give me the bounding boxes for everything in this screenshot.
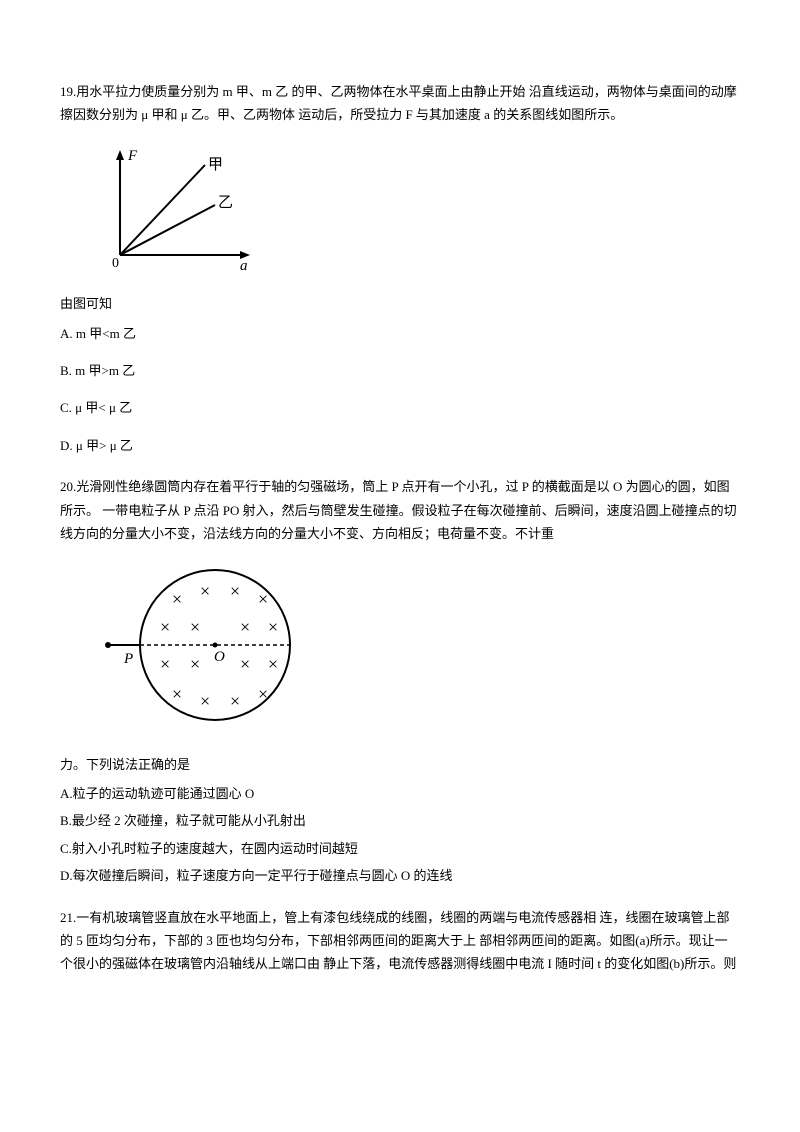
- q20-diagram: × × × × × × × × × × × × × × × × P O: [90, 555, 740, 742]
- q20-option-a: A.粒子的运动轨迹可能通过圆心 O: [60, 782, 740, 805]
- x-symbol: ×: [230, 691, 240, 711]
- x-symbol: ×: [172, 589, 182, 609]
- q20-text: 20.光滑刚性绝缘圆筒内存在着平行于轴的匀强磁场，筒上 P 点开有一个小孔，过 …: [60, 475, 740, 545]
- line1-label: 甲: [208, 157, 223, 173]
- q19-graph: F a 0 甲 乙: [90, 145, 740, 282]
- x-symbol: ×: [240, 617, 250, 637]
- label-p: P: [123, 651, 133, 667]
- line2-label: 乙: [218, 195, 233, 211]
- x-symbol: ×: [240, 654, 250, 674]
- q20-option-d: D.每次碰撞后瞬间，粒子速度方向一定平行于碰撞点与圆心 O 的连线: [60, 864, 740, 887]
- x-symbol: ×: [190, 654, 200, 674]
- x-symbol: ×: [160, 654, 170, 674]
- q19-text: 19.用水平拉力使质量分别为 m 甲、m 乙 的甲、乙两物体在水平桌面上由静止开…: [60, 80, 740, 127]
- x-symbol: ×: [258, 589, 268, 609]
- q20-aftertext: 力。下列说法正确的是: [60, 753, 740, 776]
- x-symbol: ×: [258, 684, 268, 704]
- axis-a-label: a: [240, 258, 248, 274]
- q20-option-c: C.射入小孔时粒子的速度越大，在圆内运动时间越短: [60, 837, 740, 860]
- q19-option-a: A. m 甲<m 乙: [60, 322, 740, 345]
- x-symbol: ×: [172, 684, 182, 704]
- x-symbol: ×: [230, 581, 240, 601]
- label-o: O: [214, 649, 225, 665]
- q21-text: 21.一有机玻璃管竖直放在水平地面上，管上有漆包线绕成的线圈，线圈的两端与电流传…: [60, 906, 740, 976]
- x-symbol: ×: [268, 654, 278, 674]
- x-symbol: ×: [200, 581, 210, 601]
- origin-label: 0: [112, 256, 119, 271]
- axis-f-label: F: [127, 148, 138, 164]
- q19-option-c: C. μ 甲< μ 乙: [60, 396, 740, 419]
- q20-option-b: B.最少经 2 次碰撞，粒子就可能从小孔射出: [60, 809, 740, 832]
- q19-option-d: D. μ 甲> μ 乙: [60, 434, 740, 457]
- x-symbol: ×: [160, 617, 170, 637]
- x-symbol: ×: [200, 691, 210, 711]
- q19-option-b: B. m 甲>m 乙: [60, 359, 740, 382]
- x-symbol: ×: [190, 617, 200, 637]
- q19-followup: 由图可知: [60, 292, 740, 315]
- x-symbol: ×: [268, 617, 278, 637]
